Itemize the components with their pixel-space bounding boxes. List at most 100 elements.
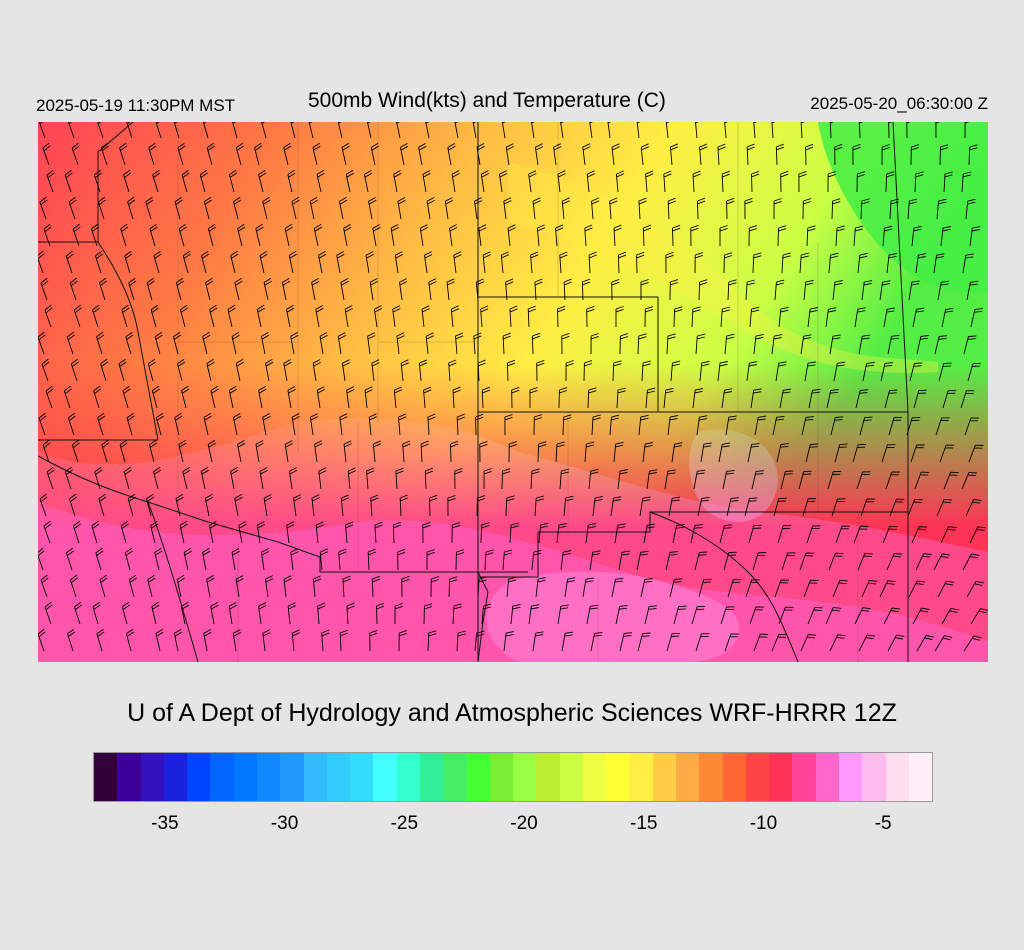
wind-barb [178, 223, 187, 247]
wind-barb [961, 171, 972, 193]
wind-barb [45, 385, 54, 409]
wind-barb [915, 553, 932, 571]
wind-barb [694, 252, 703, 274]
local-time-label: 2025-05-19 11:30PM MST [36, 96, 236, 115]
wind-barb [611, 143, 620, 166]
wind-barb [779, 388, 792, 409]
wind-barb [501, 468, 511, 490]
wind-barb [232, 122, 238, 139]
wind-barb [287, 169, 296, 193]
wind-barb [482, 251, 491, 274]
wind-barb [93, 385, 102, 409]
wind-barb [723, 551, 737, 571]
county-lines [177, 122, 859, 662]
wind-barb [372, 440, 382, 463]
wind-barb [856, 471, 871, 490]
wind-barb [671, 442, 683, 463]
wind-barb [970, 608, 988, 625]
wind-barb [258, 386, 267, 409]
wind-barb [263, 277, 272, 301]
wind-barb [38, 250, 45, 274]
wind-barb [502, 332, 511, 355]
wind-barb [592, 495, 603, 517]
wind-barb [255, 440, 264, 463]
wind-barb [119, 142, 128, 166]
wind-barb [96, 628, 105, 652]
wind-barb [312, 142, 321, 166]
wind-barb [887, 334, 900, 355]
wind-barb [290, 548, 299, 571]
wind-barb [235, 575, 244, 598]
colorbar-segment [559, 753, 583, 801]
wind-barb [373, 305, 383, 328]
wind-barb [751, 170, 760, 193]
wind-barb [339, 413, 348, 436]
wind-barb [669, 279, 679, 301]
wind-barb [562, 414, 572, 436]
wind-barb [611, 278, 620, 301]
wind-barb [284, 440, 294, 463]
wind-barb [99, 277, 108, 301]
wind-barb [450, 440, 459, 463]
wind-barb [745, 579, 760, 598]
wind-barb [451, 522, 460, 544]
wind-barb [340, 278, 349, 301]
wind-barb [536, 359, 545, 382]
wind-barb [748, 225, 758, 247]
wind-barb [342, 575, 351, 598]
wind-barb [118, 358, 127, 382]
wind-barb [563, 495, 574, 517]
wind-barb [509, 305, 518, 328]
wind-barb [834, 443, 848, 463]
wind-barb [531, 332, 541, 355]
wind-barb [962, 253, 974, 274]
wind-barb [753, 633, 769, 652]
wind-barb [967, 362, 981, 382]
wind-barb [802, 498, 817, 517]
wind-barb [67, 628, 76, 652]
wind-barb [120, 223, 129, 247]
colorbar-segment [652, 753, 677, 801]
wind-barb [665, 122, 670, 139]
wind-barb [799, 252, 810, 274]
wind-barb [889, 498, 905, 517]
wind-barb [254, 142, 263, 166]
colorbar-segment [443, 753, 467, 801]
colorbar-tick-label: -25 [390, 813, 419, 834]
wind-barb [100, 142, 109, 166]
wind-barb [668, 496, 681, 517]
wind-barb [831, 498, 846, 517]
wind-barb [936, 198, 947, 220]
wind-barb [754, 415, 767, 436]
wind-barb [233, 196, 242, 220]
wind-barb [556, 522, 567, 544]
wind-barb [536, 224, 546, 247]
wind-barb [610, 496, 622, 517]
wind-barb [663, 387, 674, 409]
wind-barb [121, 601, 131, 625]
wind-barb [636, 251, 645, 274]
wind-barb [283, 142, 292, 166]
wind-barb [477, 359, 486, 382]
wind-barb [935, 417, 950, 436]
wind-barb [963, 635, 982, 652]
wind-barb [852, 443, 867, 463]
wind-barb [175, 277, 184, 301]
wind-barb [183, 547, 192, 571]
wind-barb [696, 197, 706, 220]
wind-barb [260, 332, 270, 355]
wind-barb [669, 578, 683, 598]
wind-barb [99, 574, 108, 598]
wind-barb [695, 333, 706, 355]
wind-barb [472, 122, 477, 139]
wind-barb [311, 494, 320, 517]
wind-barb [916, 335, 929, 355]
wind-barb [615, 605, 628, 625]
wind-barb [965, 499, 982, 517]
wind-barb [265, 575, 274, 598]
wind-barb [970, 308, 983, 328]
wind-barb [829, 122, 834, 139]
wind-barb [125, 628, 135, 652]
wind-barb [148, 439, 158, 463]
wind-barb [936, 498, 953, 517]
